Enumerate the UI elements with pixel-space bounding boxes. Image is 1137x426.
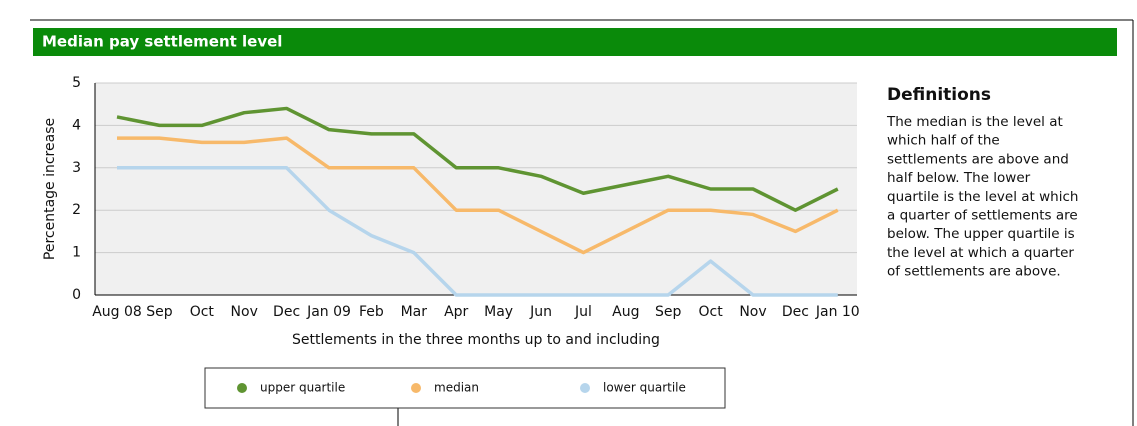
x-tick-label: Feb [359,304,384,320]
x-tick-label: Oct [698,304,723,320]
legend-label: upper quartile [260,381,345,395]
x-tick-label: Jul [574,304,592,320]
series-line [117,136,839,255]
definitions-title: Definitions [887,85,991,105]
y-tick-label: 1 [72,245,81,261]
definitions-text: below. The upper quartile is [887,226,1075,242]
x-tick-label: Dec [782,304,809,320]
definitions-text: of settlements are above. [887,264,1061,280]
header-title: Median pay settlement level [42,33,282,51]
x-tick-label: Nov [739,304,766,320]
x-tick-label: Aug [612,304,639,320]
x-tick-label: Aug 08 [92,304,142,320]
legend-swatch [411,383,421,393]
series-line [117,166,838,297]
y-tick-label: 0 [72,287,81,303]
x-tick-label: Apr [444,304,468,320]
header-bar [33,28,1117,56]
definitions-text: quartile is the level at which [887,189,1078,205]
x-tick-label: Jan 10 [815,304,860,320]
x-tick-label: May [484,304,513,320]
legend-box [204,367,726,409]
x-tick-label: Oct [190,304,215,320]
y-tick-label: 2 [72,202,81,218]
x-axis-label: Settlements in the three months up to an… [292,332,660,348]
definitions-text: settlements are above and [887,151,1069,167]
legend-swatch [580,383,590,393]
y-tick-label: 5 [72,75,81,91]
definitions-text: The median is the level at [886,114,1063,130]
y-tick-label: 4 [72,117,81,133]
y-tick-label: 3 [72,160,81,176]
x-tick-label: Sep [146,304,173,320]
legend-swatch [237,383,247,393]
x-tick-label: Nov [231,304,258,320]
series-line [116,106,839,212]
y-axis-label: Percentage increase [42,118,58,260]
definitions-text: a quarter of settlements are [887,208,1078,224]
definitions-text: which half of the [887,133,1000,149]
x-tick-label: Jan 09 [306,304,351,320]
legend-label: median [434,381,479,395]
x-tick-label: Mar [401,304,428,320]
definitions-text: the level at which a quarter [887,245,1074,261]
x-tick-label: Sep [655,304,682,320]
definitions-text: half below. The lower [887,170,1031,186]
x-tick-label: Dec [273,304,300,320]
legend-label: lower quartile [603,381,686,395]
x-tick-label: Jun [529,304,552,320]
